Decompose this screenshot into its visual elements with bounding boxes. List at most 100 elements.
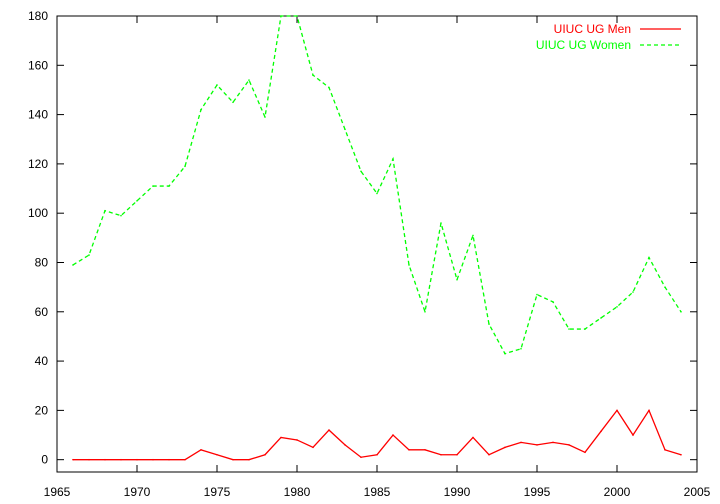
data-point-uiuc-ug-women [168, 185, 170, 187]
x-tick-label: 1980 [284, 485, 311, 499]
data-point-uiuc-ug-women [264, 116, 266, 118]
data-point-uiuc-ug-men [200, 449, 202, 451]
data-point-uiuc-ug-women [616, 306, 618, 308]
data-point-uiuc-ug-women [360, 170, 362, 173]
data-point-uiuc-ug-men [88, 458, 90, 461]
data-point-uiuc-ug-men [168, 458, 170, 461]
data-point-uiuc-ug-men [600, 430, 602, 433]
data-point-uiuc-ug-men [568, 444, 570, 446]
x-tick-label: 1995 [524, 485, 551, 499]
y-tick-label: 80 [35, 255, 49, 269]
data-point-uiuc-ug-women [232, 101, 234, 104]
data-point-uiuc-ug-women [504, 352, 506, 355]
data-point-uiuc-ug-men [616, 409, 618, 412]
x-tick-label: 2005 [684, 485, 711, 499]
data-point-uiuc-ug-women [600, 317, 602, 319]
axes-layer: 0 20 40 60 80 100 120 140 160 180 1965 1970 1975 1980… [28, 9, 711, 499]
y-tick-label: 180 [28, 9, 48, 23]
data-point-uiuc-ug-men [280, 436, 282, 439]
data-point-uiuc-ug-men [72, 458, 74, 461]
data-point-uiuc-ug-women [312, 74, 314, 76]
data-point-uiuc-ug-women [216, 84, 218, 86]
data-point-uiuc-ug-men [136, 458, 138, 461]
data-point-uiuc-ug-women [104, 209, 106, 212]
data-point-uiuc-ug-men [360, 456, 362, 459]
data-point-uiuc-ug-women [664, 286, 666, 288]
data-point-uiuc-ug-women [488, 323, 490, 325]
data-point-uiuc-ug-men [536, 444, 538, 446]
data-point-uiuc-ug-women [472, 234, 474, 237]
data-point-uiuc-ug-women [632, 291, 634, 293]
data-point-uiuc-ug-women [424, 310, 426, 313]
y-tick-label: 0 [41, 453, 48, 467]
data-point-uiuc-ug-women [200, 108, 202, 111]
x-tick-label: 1965 [44, 485, 71, 499]
data-point-uiuc-ug-men [680, 453, 682, 456]
data-point-uiuc-ug-women [536, 293, 538, 296]
data-point-uiuc-ug-men [376, 453, 378, 456]
series-line-uiuc-ug-women [72, 15, 682, 355]
data-point-uiuc-ug-men [312, 446, 314, 449]
data-point-uiuc-ug-women [680, 310, 682, 313]
data-point-uiuc-ug-women [584, 328, 586, 330]
data-point-uiuc-ug-women [648, 256, 650, 259]
data-point-uiuc-ug-men [264, 453, 266, 456]
data-point-uiuc-ug-women [72, 264, 74, 266]
data-point-uiuc-ug-women [296, 15, 298, 17]
y-tick-label: 140 [28, 108, 48, 122]
data-point-uiuc-ug-women [344, 128, 346, 131]
data-point-uiuc-ug-women [248, 79, 250, 81]
y-tick-label: 120 [28, 157, 48, 171]
data-point-uiuc-ug-women [328, 86, 330, 89]
data-point-uiuc-ug-women [408, 264, 410, 266]
data-point-uiuc-ug-men [632, 434, 634, 436]
data-point-uiuc-ug-women [184, 165, 186, 168]
data-point-uiuc-ug-women [88, 254, 90, 256]
data-point-uiuc-ug-men [120, 458, 122, 461]
data-point-uiuc-ug-men [216, 453, 218, 456]
data-point-uiuc-ug-women [136, 200, 138, 202]
data-point-uiuc-ug-women [456, 278, 458, 281]
data-point-uiuc-ug-men [664, 449, 666, 451]
data-point-uiuc-ug-men [552, 441, 554, 444]
data-point-uiuc-ug-women [520, 347, 522, 350]
data-point-uiuc-ug-men [648, 409, 650, 412]
data-point-uiuc-ug-men [344, 444, 346, 446]
series-layer [72, 15, 682, 461]
data-point-uiuc-ug-men [488, 453, 490, 456]
data-point-uiuc-ug-women [376, 192, 378, 195]
data-point-uiuc-ug-men [184, 458, 186, 461]
data-point-uiuc-ug-men [440, 453, 442, 456]
data-point-uiuc-ug-men [456, 453, 458, 456]
data-point-uiuc-ug-women [552, 301, 554, 303]
x-tick-label: 1970 [124, 485, 151, 499]
data-point-uiuc-ug-men [232, 458, 234, 461]
x-tick-label: 2000 [604, 485, 631, 499]
x-tick-label: 1975 [204, 485, 231, 499]
data-point-uiuc-ug-men [584, 451, 586, 454]
data-point-uiuc-ug-men [296, 439, 298, 441]
y-tick-label: 60 [35, 305, 49, 319]
y-tick-label: 20 [35, 403, 49, 417]
data-point-uiuc-ug-women [392, 158, 394, 160]
data-point-uiuc-ug-men [328, 429, 330, 431]
data-point-uiuc-ug-women [280, 15, 282, 17]
series-line-uiuc-ug-men [73, 408, 682, 461]
data-point-uiuc-ug-men [424, 449, 426, 451]
data-point-uiuc-ug-men [392, 434, 394, 436]
data-point-uiuc-ug-men [504, 446, 506, 449]
data-point-uiuc-ug-women [440, 222, 442, 224]
data-point-uiuc-ug-women [120, 214, 122, 217]
data-point-uiuc-ug-men [248, 458, 250, 461]
x-tick-label: 1985 [364, 485, 391, 499]
y-tick-label: 160 [28, 58, 48, 72]
data-point-uiuc-ug-men [472, 436, 474, 439]
y-tick-label: 100 [28, 206, 48, 220]
data-point-uiuc-ug-men [152, 458, 154, 461]
data-point-uiuc-ug-women [568, 328, 570, 330]
legend-label-uiuc-ug-women: UIUC UG Women [536, 38, 631, 52]
data-point-uiuc-ug-men [408, 449, 410, 451]
legend: UIUC UG Men UIUC UG Women [536, 22, 681, 52]
